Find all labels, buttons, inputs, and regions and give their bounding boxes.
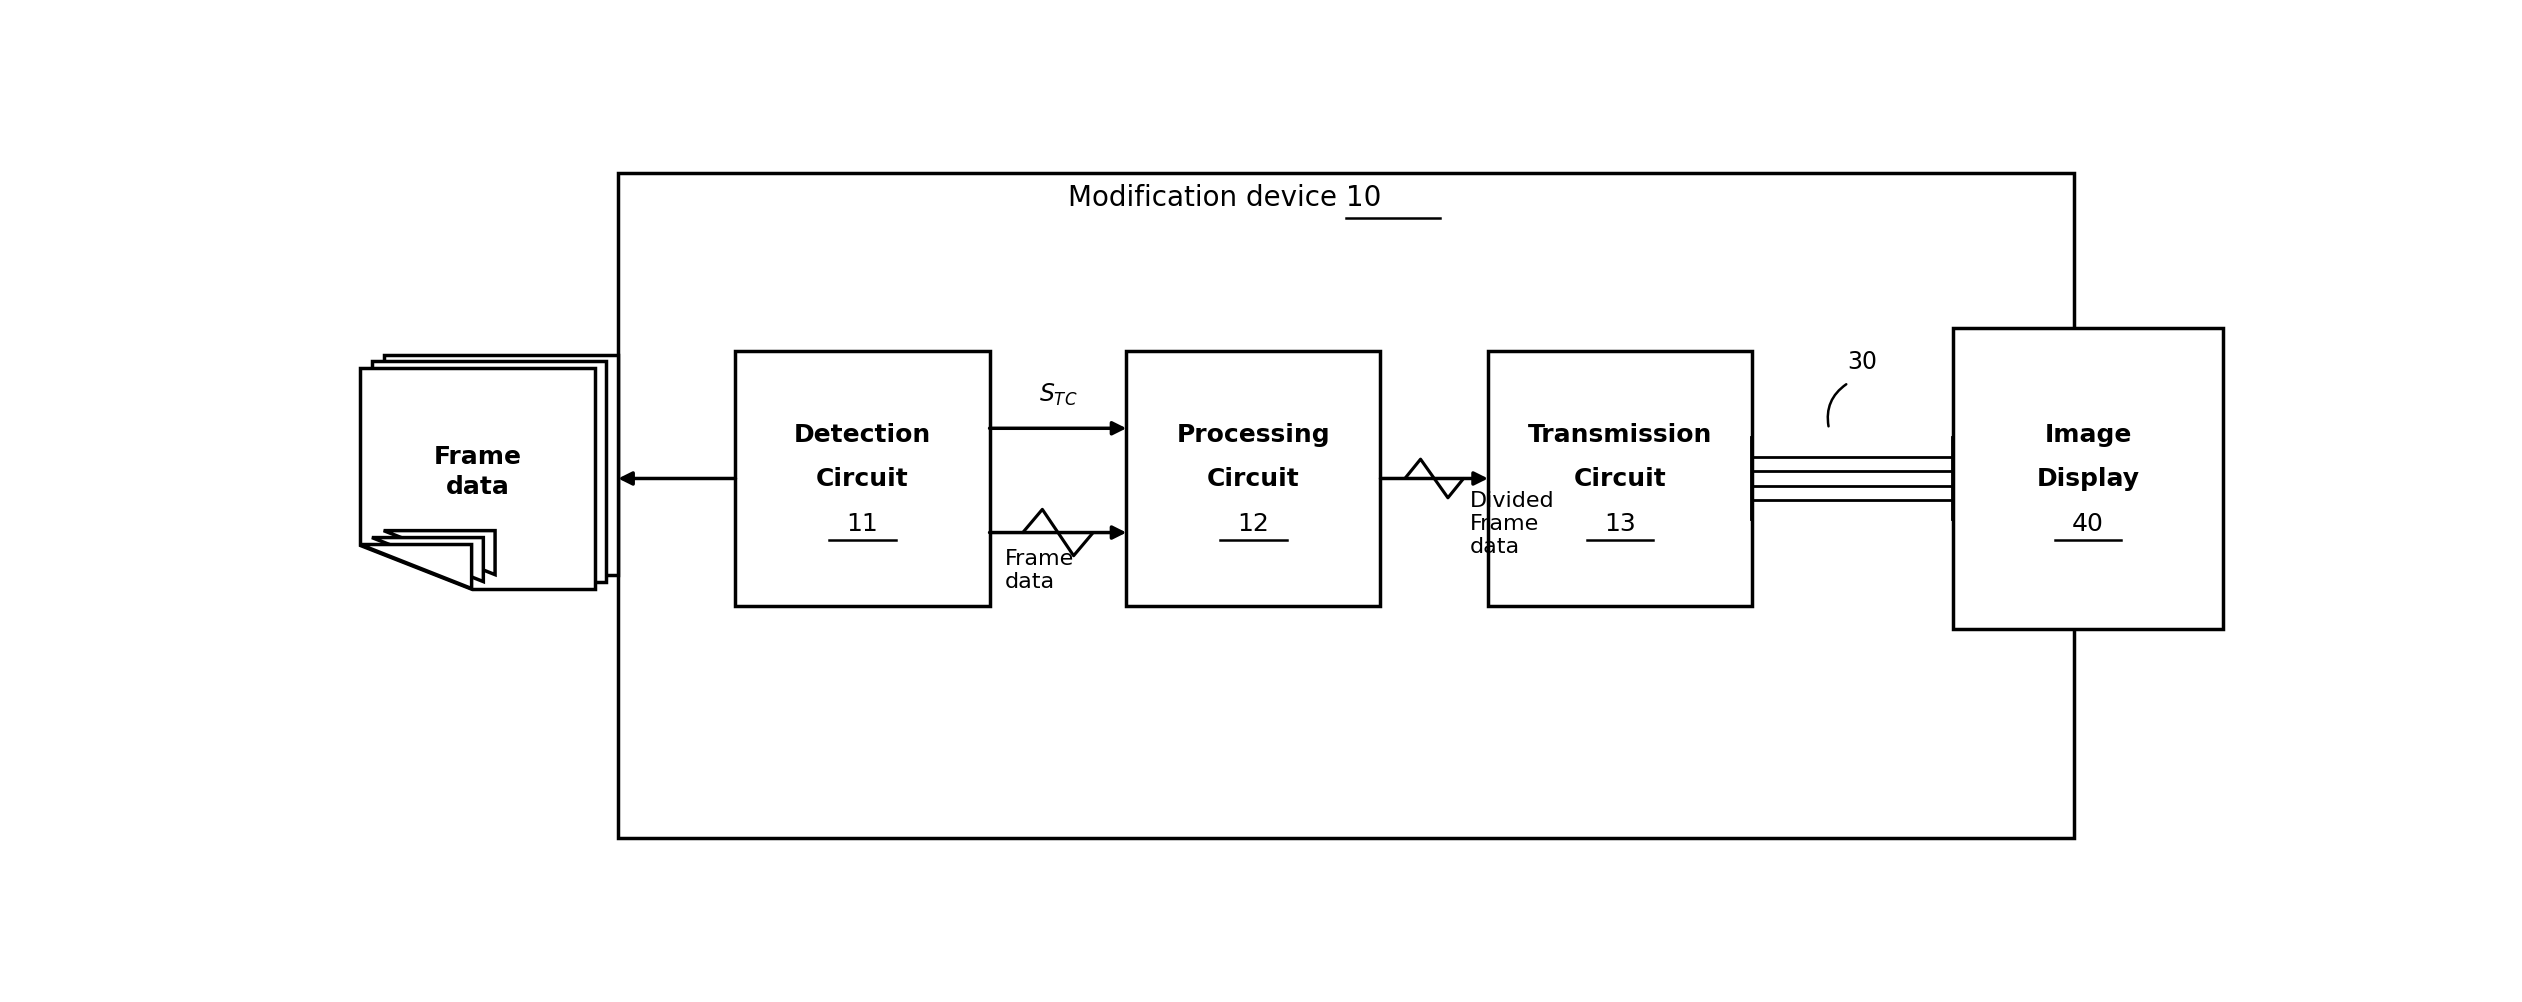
Polygon shape xyxy=(371,538,484,582)
Polygon shape xyxy=(383,531,494,575)
FancyBboxPatch shape xyxy=(736,352,989,606)
Polygon shape xyxy=(361,369,595,589)
Text: Image: Image xyxy=(2045,423,2131,447)
Text: Circuit: Circuit xyxy=(1574,467,1667,491)
Polygon shape xyxy=(383,355,618,575)
Text: Detection: Detection xyxy=(794,423,931,447)
Text: Display: Display xyxy=(2038,467,2139,491)
Text: Processing: Processing xyxy=(1178,423,1329,447)
FancyBboxPatch shape xyxy=(1488,352,1753,606)
Text: Circuit: Circuit xyxy=(817,467,908,491)
Text: Frame
data: Frame data xyxy=(434,445,522,498)
Polygon shape xyxy=(361,545,472,589)
Text: Frame
data: Frame data xyxy=(1006,548,1074,591)
Text: $S_{TC}$: $S_{TC}$ xyxy=(1039,381,1077,407)
Text: 10: 10 xyxy=(1347,183,1382,211)
Text: Divided
Frame
data: Divided Frame data xyxy=(1470,491,1554,557)
FancyBboxPatch shape xyxy=(1952,329,2222,629)
FancyBboxPatch shape xyxy=(618,174,2076,838)
Text: 30: 30 xyxy=(1846,350,1876,374)
Text: 40: 40 xyxy=(2073,511,2103,535)
Text: 11: 11 xyxy=(847,511,878,535)
Polygon shape xyxy=(371,362,605,582)
FancyBboxPatch shape xyxy=(1127,352,1380,606)
Text: 12: 12 xyxy=(1238,511,1269,535)
Text: Modification device: Modification device xyxy=(1069,183,1347,211)
Text: Transmission: Transmission xyxy=(1528,423,1712,447)
Text: Circuit: Circuit xyxy=(1208,467,1299,491)
Text: 13: 13 xyxy=(1604,511,1637,535)
